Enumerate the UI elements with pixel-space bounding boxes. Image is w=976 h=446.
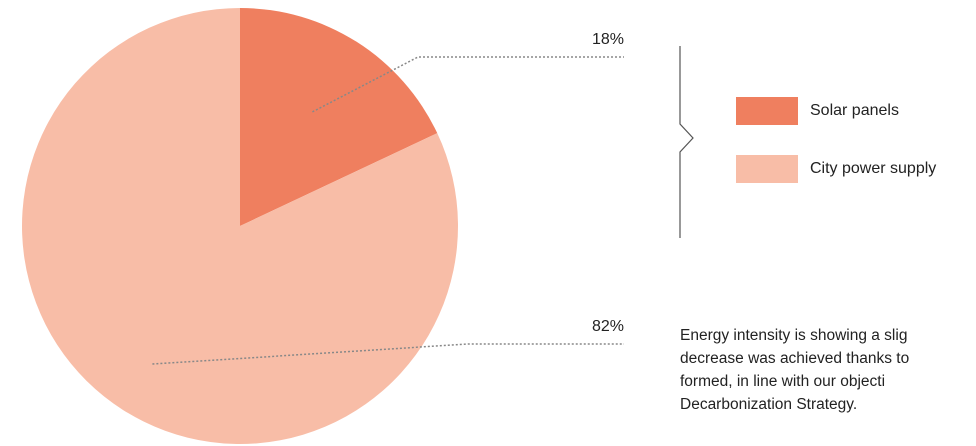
pie-labels: 18% 82%	[592, 31, 624, 335]
caption-line: formed, in line with our objecti	[680, 373, 886, 390]
legend-item-solar-panels: Solar panels	[736, 96, 936, 126]
data-label: 18%	[592, 31, 624, 48]
legend-item-city-power-supply: City power supply	[736, 154, 936, 184]
pie-slice-solar-panels	[240, 8, 438, 226]
data-label: 82%	[592, 318, 624, 335]
legend-label-solar-panels: Solar panels	[810, 102, 899, 119]
caption-line: Energy intensity is showing a slig	[680, 327, 908, 344]
leader-lines	[152, 56, 624, 365]
caption-line: Decarbonization Strategy.	[680, 396, 858, 413]
leader-line	[152, 343, 624, 365]
pie-slices	[22, 8, 458, 444]
legend-swatch-city-power-supply	[736, 155, 798, 183]
legend-bracket	[679, 46, 694, 238]
pie-slice-city-power-supply	[22, 8, 458, 444]
caption-line: decrease was achieved thanks to	[680, 350, 910, 367]
legend: Solar panels City power supply	[736, 96, 936, 212]
legend-label-city-power-supply: City power supply	[810, 160, 937, 177]
caption-text: Energy intensity is showing a slig decre…	[680, 324, 976, 416]
leader-line	[312, 56, 624, 113]
legend-swatch-solar-panels	[736, 97, 798, 125]
